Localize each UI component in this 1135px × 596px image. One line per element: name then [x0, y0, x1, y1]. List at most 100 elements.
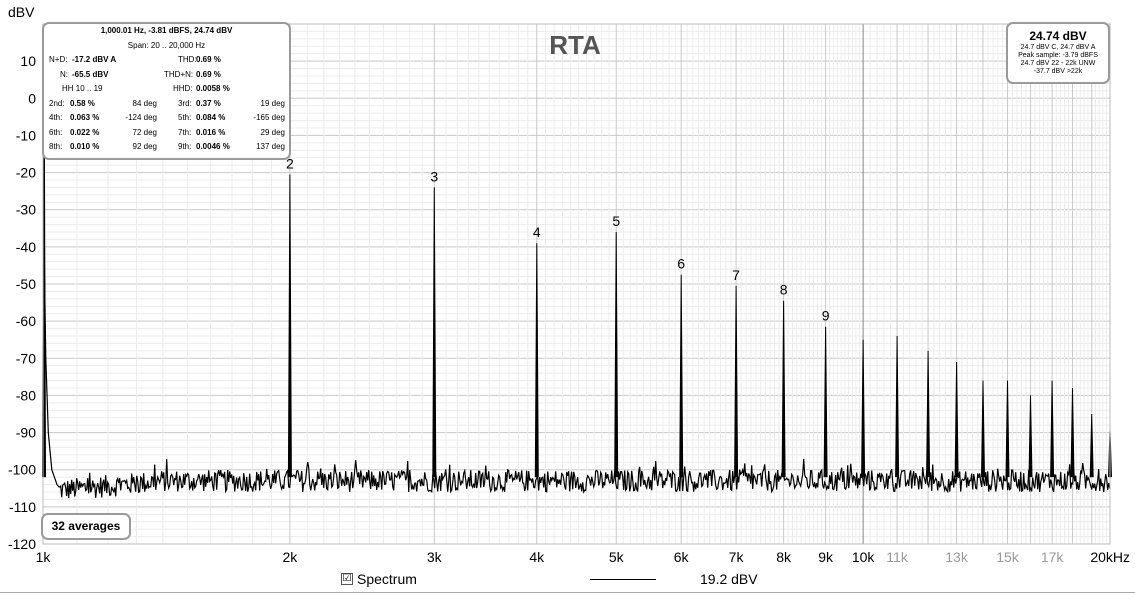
- x-tick-label: 10k: [852, 549, 876, 565]
- hhd-label: HHD:: [173, 84, 193, 93]
- y-tick-label: -10: [16, 127, 36, 143]
- harmonic-peak: [981, 380, 985, 478]
- x-tick-label: 9k: [818, 549, 834, 565]
- harmonic-row: 2nd: 0.58 % 84 deg 3rd: 0.37 % 19 deg: [44, 97, 289, 112]
- level-line-4: -37.7 dBV >22k: [1033, 68, 1083, 75]
- harmonic-peak: [1028, 395, 1033, 478]
- y-tick-label: -80: [16, 387, 36, 403]
- stats-header: 1,000.01 Hz, -3.81 dBFS, 24.74 dBV: [100, 26, 233, 35]
- harmonic-label: 2: [286, 155, 294, 171]
- y-axis-title: dBV: [8, 4, 35, 20]
- harmonic-v2: 0.0046 %: [196, 142, 230, 151]
- harmonic-peak: [1070, 387, 1075, 478]
- harmonic-peak: [1005, 380, 1010, 478]
- hh-label: HH 10 .. 19: [62, 84, 103, 93]
- x-tick-label: 3k: [427, 549, 443, 565]
- grid: [42, 23, 1111, 545]
- level-panel[interactable]: 24.74 dBV 24.7 dBV C, 24.7 dBV A Peak sa…: [1006, 22, 1110, 84]
- harmonic-d2: 19 deg: [260, 98, 285, 108]
- legend-series-value: 19.2 dBV: [700, 571, 758, 587]
- harmonic-d1: 84 deg: [132, 98, 157, 108]
- harmonic-l2: 3rd:: [178, 98, 192, 108]
- harmonic-v1: 0.022 %: [70, 127, 100, 137]
- x-tick-label: 5k: [609, 549, 625, 565]
- harmonic-labels: 2 3 4 5 6 7 8 9: [286, 155, 830, 323]
- harmonic-label: 5: [612, 213, 620, 229]
- harmonic-v2: 0.016 %: [196, 127, 226, 137]
- harmonic-d1: 72 deg: [132, 127, 157, 137]
- harmonic-peak: [895, 335, 900, 478]
- harmonic-d1: 92 deg: [132, 142, 157, 151]
- spectrum-series-line: [43, 23, 1111, 499]
- y-tick-label: 10: [20, 53, 36, 69]
- harmonic-d2: -165 deg: [253, 113, 285, 122]
- averages-badge[interactable]: 32 averages: [41, 513, 131, 540]
- y-tick-label: -110: [9, 499, 36, 515]
- x-tick-label: 6k: [674, 549, 690, 565]
- x-axis-end-label: 20kHz: [1090, 549, 1130, 565]
- harmonic-v2: 0.37 %: [196, 98, 221, 108]
- x-tick-label: 13k: [945, 549, 969, 565]
- legend-series-name[interactable]: Spectrum: [357, 571, 417, 587]
- harmonic-row: 8th: 0.010 % 92 deg 9th: 0.0046 % 137 deg: [44, 140, 289, 155]
- harmonic-peak: [954, 361, 959, 478]
- x-tick-label: 15k: [996, 549, 1020, 565]
- level-line-2: Peak sample: -3.79 dBFS: [1018, 52, 1098, 59]
- y-tick-label: -40: [16, 239, 36, 255]
- harmonic-peak: [614, 231, 619, 478]
- harmonic-l2: 7th:: [178, 127, 192, 137]
- harmonic-peak: [823, 326, 828, 478]
- y-tick-label: -120: [8, 536, 36, 552]
- harmonic-d2: 137 deg: [256, 142, 285, 151]
- harmonic-label: 3: [430, 168, 438, 184]
- harmonic-peak: [926, 350, 931, 478]
- harmonic-label: 4: [533, 224, 541, 240]
- n-label: N:: [60, 69, 68, 79]
- harmonic-v1: 0.58 %: [70, 98, 95, 108]
- n-value: -65.5 dBV: [72, 69, 109, 79]
- harmonic-peak: [1050, 380, 1055, 478]
- harmonic-peak: [287, 174, 292, 478]
- harmonic-v1: 0.063 %: [70, 113, 100, 122]
- stats-span: Span: 20 .. 20,000 Hz: [127, 40, 206, 50]
- legend: ☑ Spectrum 19.2 dBV: [0, 570, 1135, 590]
- y-tick-label: -90: [16, 425, 36, 441]
- harmonic-row: 4th: 0.063 % -124 deg 5th: 0.084 % -165 deg: [44, 111, 289, 126]
- y-tick-label: -20: [16, 165, 36, 181]
- x-tick-label: 8k: [776, 549, 792, 565]
- harmonic-peak: [679, 274, 684, 478]
- thdn-label: THD+N:: [164, 69, 194, 79]
- harmonic-label: 8: [780, 282, 788, 298]
- thd-value: 0.69 %: [196, 55, 221, 64]
- thdn-value: 0.69 %: [196, 69, 221, 79]
- harmonic-d1: -124 deg: [125, 113, 157, 122]
- y-tick-label: -70: [16, 350, 36, 366]
- harmonic-l2: 5th:: [178, 113, 192, 122]
- harmonic-peak: [861, 339, 866, 478]
- level-line-1: 24.7 dBV C, 24.7 dBV A: [1020, 44, 1096, 51]
- x-tick-label: 11k: [886, 549, 909, 565]
- x-tick-label: 7k: [729, 549, 745, 565]
- nd-value: -17.2 dBV A: [72, 55, 117, 64]
- distortion-stats-panel[interactable]: 1,000.01 Hz, -3.81 dBFS, 24.74 dBV Span:…: [42, 22, 291, 160]
- chart-title: RTA: [549, 30, 601, 60]
- harmonic-peak: [1089, 413, 1094, 478]
- legend-line-swatch: [590, 579, 656, 580]
- harmonic-v1: 0.010 %: [70, 142, 100, 151]
- harmonic-v2: 0.084 %: [196, 113, 226, 122]
- y-axis-labels: 10 0 -10 -20 -30 -40 -50 -60 -70 -80 -90 -100 -110 -1…: [8, 53, 36, 552]
- rta-plot[interactable]: 10 0 -10 -20 -30 -40 -50 -60 -70 -80 -90 -100 -110 -1…: [0, 0, 1135, 570]
- harmonics-table: 2nd: 0.58 % 84 deg 3rd: 0.37 % 19 deg 4th: 0.06…: [44, 97, 289, 155]
- harmonic-l1: 4th:: [49, 113, 63, 122]
- x-tick-label: 1k: [36, 549, 52, 565]
- harmonic-label: 7: [732, 267, 740, 283]
- harmonic-label: 6: [677, 256, 685, 272]
- harmonic-peak: [734, 285, 739, 478]
- harmonic-peak: [534, 243, 539, 478]
- harmonic-l1: 8th:: [49, 142, 63, 151]
- harmonic-peaks: [42, 23, 1112, 478]
- y-tick-label: -100: [8, 462, 36, 478]
- spectrum-checkbox[interactable]: ☑: [341, 573, 353, 585]
- y-tick-label: 0: [28, 90, 36, 106]
- x-tick-label: 2k: [282, 549, 298, 565]
